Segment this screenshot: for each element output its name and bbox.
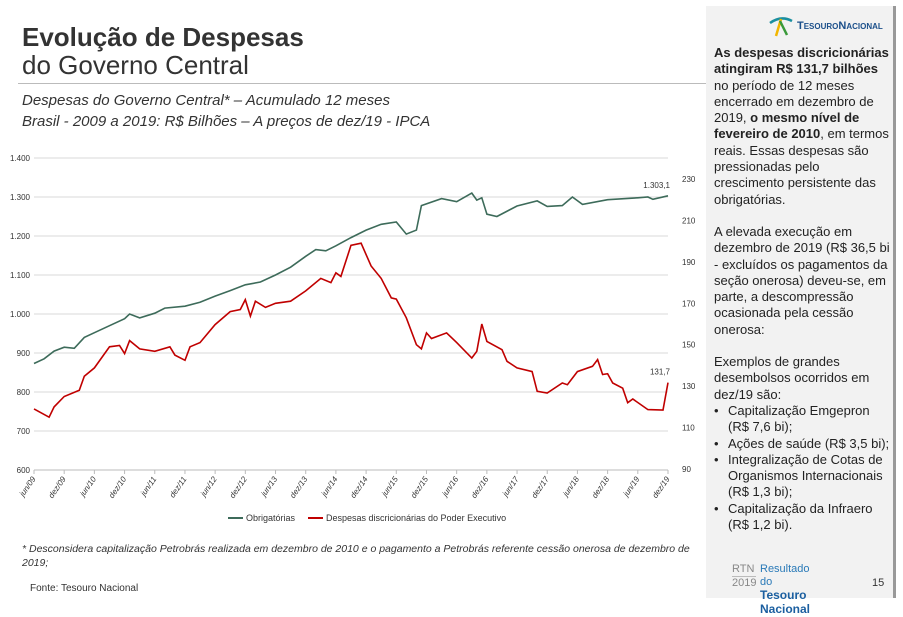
x-tick-label: jun/15 [379,475,400,499]
y2-tick-label: 130 [682,382,696,391]
y2-tick-label: 170 [682,299,696,308]
highlight: o mesmo nível de fevereiro de 2010 [714,110,860,142]
x-tick-label: jun/13 [259,475,280,499]
x-tick-label: dez/19 [650,475,671,500]
y2-tick-label: 230 [682,175,696,184]
x-tick-label: dez/10 [107,475,128,500]
paragraph-1: As despesas discricionárias atingiram R$… [714,45,892,208]
end-value-label: 1.303,1 [643,181,670,190]
x-tick-label: jun/11 [138,475,158,498]
legend-item-obrigatorias: Obrigatórias [228,513,295,523]
commentary-panel: TesouroNacional As despesas discricionár… [706,6,896,616]
y-tick-label: 1.400 [10,154,31,163]
x-tick-label: dez/12 [228,475,249,500]
list-item: Ações de saúde (R$ 3,5 bi); [714,436,892,453]
x-tick-label: jun/12 [198,475,219,499]
x-tick-label: jun/09 [17,475,38,499]
x-tick-label: dez/09 [47,475,68,500]
y-tick-label: 1.300 [10,193,31,202]
y-tick-label: 700 [17,427,31,436]
x-tick-label: jun/19 [621,475,642,499]
list-item: Capitalização da Infraero (R$ 1,2 bi). [714,501,892,534]
legend-label: Despesas discricionárias do Poder Execut… [326,513,507,523]
examples-list: Capitalização Emgepron (R$ 7,6 bi); Açõe… [714,403,892,533]
x-tick-label: dez/18 [590,475,611,500]
y-tick-label: 1.200 [10,232,31,241]
line-chart: 600 700 800 900 1.000 1.100 1.200 1.300 1.400 90 1… [10,154,696,500]
y2-tick-label: 90 [682,465,691,474]
paragraph-3: Exemplos de grandes desembolsos ocorrido… [714,354,870,402]
legend-item-discricionarias: Despesas discricionárias do Poder Execut… [308,513,506,523]
tesouro-logo: TesouroNacional [768,15,883,37]
rtn-label: RTN [732,563,757,577]
x-tick-label: jun/18 [561,475,582,499]
footnote: * Desconsidera capitalização Petrobrás r… [22,543,690,569]
y2-tick-label: 150 [682,341,696,350]
x-tick-label: dez/15 [409,475,430,500]
legend-label: Obrigatórias [246,513,296,523]
year-label: 2019 [732,577,757,589]
highlight: As despesas discricionárias atingiram R$… [714,45,889,77]
page-number: 15 [872,577,885,589]
series-line-discricionarias [33,242,669,419]
x-tick-label: jun/16 [440,475,461,499]
end-value-label: 131,7 [650,368,671,377]
y2-tick-label: 190 [682,258,696,267]
logo-text: TesouroNacional [797,20,883,32]
chart-subtitle-2: Brasil - 2009 a 2019: R$ Bilhões – A pre… [22,113,431,130]
x-tick-label: jun/14 [319,475,340,499]
title-divider [18,83,708,84]
page-title: Evolução de Despesas [22,22,304,52]
page-title-line2: do Governo Central [22,50,249,80]
footer-line1: Resultado do [760,563,810,588]
y2-tick-label: 110 [682,424,695,433]
y-tick-label: 1.100 [10,271,31,280]
text: no período de 12 meses encerrado em deze… [714,77,874,126]
x-tick-label: dez/16 [469,475,490,500]
x-tick-label: dez/14 [349,475,370,500]
x-tick-label: dez/17 [530,475,551,500]
list-item: Integralização de Cotas de Organismos In… [714,452,892,501]
x-tick-label: dez/11 [168,475,189,499]
footer: RTN 2019 Resultado do Tesouro Nacional 15 [732,563,884,616]
series-line-obrigatorias [33,192,669,365]
x-tick-label: dez/13 [288,475,309,500]
source-note: Fonte: Tesouro Nacional [30,583,139,594]
text: , em termos reais. Essas despesas são pr… [714,126,889,207]
y-tick-label: 600 [17,466,31,475]
y2-tick-label: 210 [682,216,696,225]
list-item: Capitalização Emgepron (R$ 7,6 bi); [714,403,892,436]
y-tick-label: 1.000 [10,310,31,319]
tesouro-logo-icon [769,17,793,37]
x-tick-label: jun/10 [78,475,99,499]
footer-line2: Tesouro Nacional [760,588,811,616]
y-tick-label: 900 [17,349,31,358]
chart-subtitle: Despesas do Governo Central* – Acumulado… [22,92,390,109]
y-tick-label: 800 [17,388,31,397]
x-tick-label: jun/17 [500,475,521,499]
paragraph-2: A elevada execução em dezembro de 2019 (… [714,223,890,337]
